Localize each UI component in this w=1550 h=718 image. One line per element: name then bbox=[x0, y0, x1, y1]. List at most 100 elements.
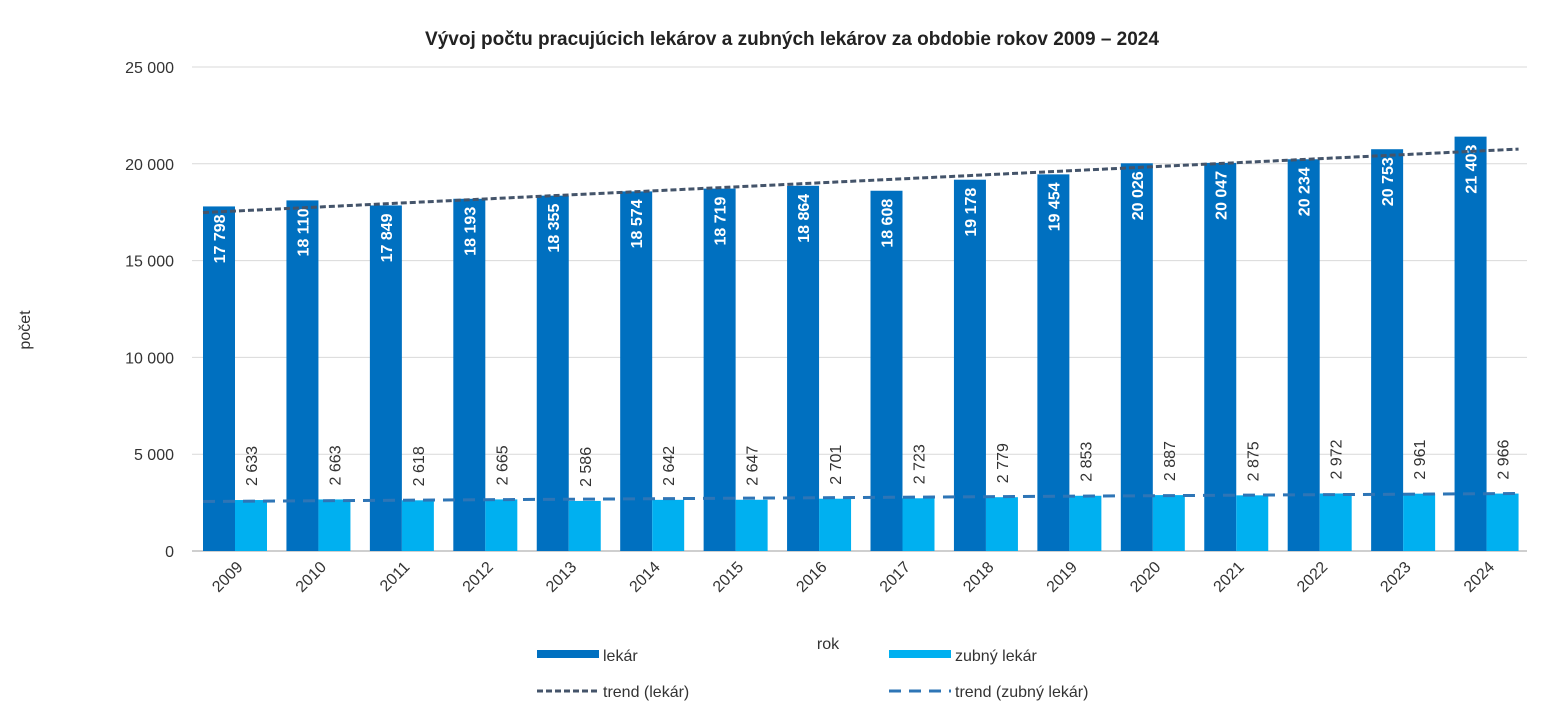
x-tick-label: 2013 bbox=[543, 559, 580, 596]
bar-zubny-lekar bbox=[985, 497, 1018, 551]
bar-lekar bbox=[620, 191, 653, 552]
x-axis-label: rok bbox=[817, 636, 840, 653]
data-label-lekar: 18 110 bbox=[295, 208, 312, 256]
x-tick-label: 2019 bbox=[1044, 559, 1081, 596]
bar-lekar bbox=[369, 205, 402, 551]
bar-zubny-lekar bbox=[735, 499, 768, 551]
data-label-lekar: 20 047 bbox=[1213, 171, 1230, 220]
x-tick-label: 2012 bbox=[460, 559, 497, 596]
bar-zubny-lekar bbox=[1486, 493, 1519, 551]
legend: lekár zubný lekár trend (lekár) trend (z… bbox=[537, 648, 1088, 701]
x-tick-label: 2009 bbox=[209, 559, 246, 596]
bar-zubny-lekar bbox=[401, 500, 434, 551]
data-label-zubny-lekar: 2 701 bbox=[828, 445, 845, 485]
legend-label-trend-lekar: trend (lekár) bbox=[603, 684, 689, 701]
bar-zubny-lekar bbox=[1236, 495, 1269, 551]
bar-lekar bbox=[1454, 136, 1487, 551]
legend-label-trend-zubny: trend (zubný lekár) bbox=[955, 684, 1088, 701]
x-tick-label: 2011 bbox=[377, 559, 413, 595]
x-tick-label: 2022 bbox=[1294, 559, 1331, 596]
bar-zubny-lekar bbox=[652, 499, 685, 551]
data-label-zubny-lekar: 2 633 bbox=[244, 446, 261, 486]
data-label-lekar: 18 355 bbox=[546, 204, 563, 253]
y-axis-label: počet bbox=[17, 310, 34, 350]
bar-lekar bbox=[870, 190, 903, 551]
data-label-lekar: 17 849 bbox=[379, 213, 396, 262]
bar-zubny-lekar bbox=[1152, 495, 1185, 551]
data-label-lekar: 18 574 bbox=[629, 199, 646, 248]
legend-label-zubny: zubný lekár bbox=[955, 648, 1037, 665]
data-label-zubny-lekar: 2 647 bbox=[745, 446, 762, 486]
bar-zubny-lekar bbox=[902, 498, 935, 551]
data-label-lekar: 19 454 bbox=[1046, 182, 1063, 231]
legend-label-lekar: lekár bbox=[603, 648, 638, 665]
bar-lekar bbox=[1037, 174, 1070, 552]
bar-lekar bbox=[286, 200, 319, 552]
y-tick-label: 15 000 bbox=[125, 254, 174, 271]
bar-zubny-lekar bbox=[485, 499, 518, 551]
data-label-zubny-lekar: 2 618 bbox=[411, 446, 428, 486]
data-label-lekar: 21 403 bbox=[1464, 145, 1481, 194]
x-tick-label: 2017 bbox=[877, 559, 914, 596]
legend-swatch-lekar bbox=[537, 650, 599, 658]
bar-lekar bbox=[1371, 149, 1404, 551]
data-label-lekar: 18 608 bbox=[880, 199, 897, 248]
data-label-lekar: 18 719 bbox=[713, 196, 730, 245]
x-tick-label: 2015 bbox=[710, 559, 747, 596]
trendline-lekar bbox=[202, 147, 1519, 215]
data-label-zubny-lekar: 2 875 bbox=[1245, 441, 1262, 481]
trendlines bbox=[202, 147, 1519, 503]
data-label-zubny-lekar: 2 966 bbox=[1496, 439, 1513, 479]
x-tick-label: 2018 bbox=[960, 559, 997, 596]
bar-zubny-lekar bbox=[235, 500, 267, 551]
x-tick-label: 2016 bbox=[793, 559, 830, 596]
bar-lekar bbox=[953, 179, 986, 551]
bars: 17 798 2 633 18 110 2 663 17 849 2 618 18 193 2… bbox=[203, 136, 1519, 552]
y-tick-label: 10 000 bbox=[125, 350, 174, 367]
data-label-zubny-lekar: 2 853 bbox=[1078, 442, 1095, 482]
x-tick-label: 2014 bbox=[627, 559, 664, 596]
legend-swatch-zubny bbox=[889, 650, 951, 658]
data-label-lekar: 18 193 bbox=[462, 207, 479, 256]
y-tick-label: 20 000 bbox=[125, 157, 174, 174]
data-label-zubny-lekar: 2 663 bbox=[327, 445, 344, 485]
data-label-zubny-lekar: 2 723 bbox=[912, 444, 929, 484]
bar-lekar bbox=[536, 195, 569, 551]
x-axis-tick-labels: 2009 2010 2011 2012 2013 2014 2015 2016 2017 2018… bbox=[209, 559, 1498, 596]
data-label-lekar: 20 026 bbox=[1130, 171, 1147, 220]
data-label-zubny-lekar: 2 642 bbox=[661, 446, 678, 486]
y-tick-label: 25 000 bbox=[125, 60, 174, 77]
bar-zubny-lekar bbox=[819, 498, 852, 551]
x-tick-label: 2010 bbox=[293, 559, 330, 596]
data-label-zubny-lekar: 2 972 bbox=[1329, 439, 1346, 479]
y-tick-label: 5 000 bbox=[134, 447, 174, 464]
bar-lekar bbox=[1204, 162, 1237, 551]
bar-lekar bbox=[787, 185, 820, 551]
x-tick-label: 2020 bbox=[1127, 559, 1164, 596]
bar-lekar bbox=[1120, 163, 1153, 552]
data-label-zubny-lekar: 2 779 bbox=[995, 443, 1012, 483]
bar-zubny-lekar bbox=[1319, 493, 1352, 551]
x-tick-label: 2023 bbox=[1377, 559, 1414, 596]
x-tick-label: 2024 bbox=[1461, 559, 1498, 596]
data-label-zubny-lekar: 2 961 bbox=[1412, 440, 1429, 480]
chart-title: Vývoj počtu pracujúcich lekárov a zubnýc… bbox=[425, 29, 1159, 50]
bar-lekar bbox=[703, 188, 736, 551]
data-label-lekar: 20 753 bbox=[1380, 157, 1397, 206]
data-label-lekar: 20 234 bbox=[1297, 167, 1314, 216]
data-label-zubny-lekar: 2 887 bbox=[1162, 441, 1179, 481]
data-label-zubny-lekar: 2 586 bbox=[578, 447, 595, 487]
bar-lekar bbox=[203, 206, 235, 551]
bar-lekar bbox=[1287, 159, 1320, 551]
bar-zubny-lekar bbox=[1069, 495, 1102, 551]
y-tick-label: 0 bbox=[165, 544, 174, 561]
data-label-lekar: 19 178 bbox=[963, 188, 980, 237]
data-label-lekar: 17 798 bbox=[212, 214, 229, 263]
y-axis-tick-labels: 0 5 000 10 000 15 000 20 000 25 000 bbox=[125, 60, 174, 561]
bar-lekar bbox=[453, 198, 486, 552]
bar-zubny-lekar bbox=[1403, 493, 1436, 551]
data-label-lekar: 18 864 bbox=[796, 194, 813, 243]
data-label-zubny-lekar: 2 665 bbox=[494, 445, 511, 485]
bar-zubny-lekar bbox=[318, 499, 351, 551]
